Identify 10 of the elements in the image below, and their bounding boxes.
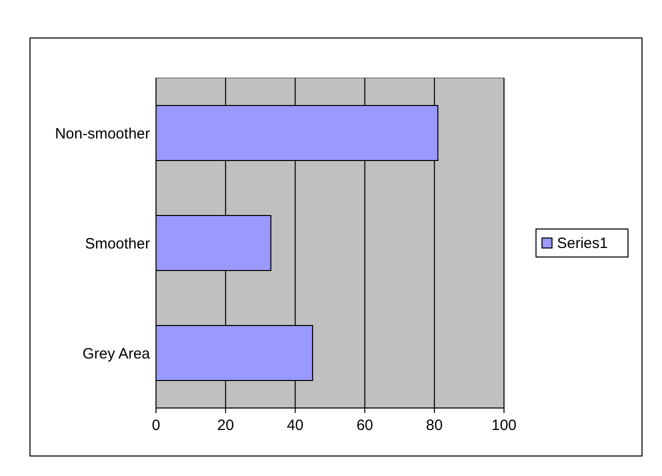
- x-tick-label: 80: [426, 417, 443, 434]
- x-tick-label: 0: [152, 417, 160, 434]
- y-tick-label: Grey Area: [82, 345, 151, 362]
- x-tick-label: 20: [217, 417, 234, 434]
- x-tick-label: 100: [491, 417, 517, 434]
- legend-label: Series1: [557, 235, 608, 252]
- x-tick-label: 60: [356, 417, 374, 434]
- x-tick-label: 40: [286, 417, 304, 434]
- y-tick-label: Non-smoother: [54, 125, 150, 142]
- y-tick-label: Smoother: [84, 235, 150, 252]
